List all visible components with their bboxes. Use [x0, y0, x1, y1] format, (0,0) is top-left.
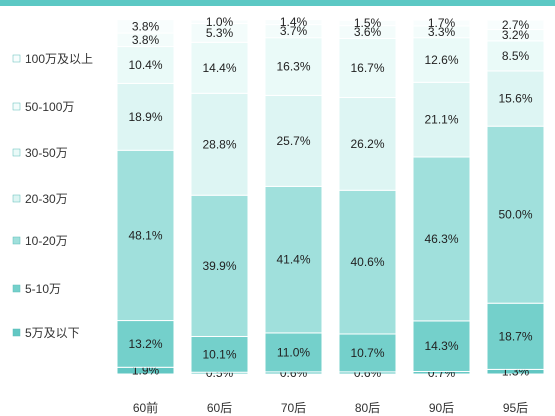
x-tick-label: 95后 [503, 401, 528, 415]
bar-segment [190, 335, 249, 373]
bar-segment [338, 37, 397, 99]
data-label: 46.3% [424, 232, 458, 246]
bars: 1.9%13.2%48.1%18.9%10.4%3.8%3.8%0.5%10.1… [116, 15, 545, 380]
data-label: 18.9% [128, 110, 162, 124]
data-label: 10.7% [350, 346, 384, 360]
bar-segment [190, 19, 249, 25]
bar-segment [116, 149, 175, 322]
legend-label: 5-10万 [25, 282, 61, 296]
bar-segment [412, 81, 471, 158]
legend-label: 5万及以下 [25, 326, 80, 340]
legend-swatch [12, 194, 21, 203]
data-label: 39.9% [202, 259, 236, 273]
bar-segment [338, 19, 397, 27]
data-label: 25.7% [276, 134, 310, 148]
data-label: 8.5% [502, 49, 530, 63]
bar-segment [486, 40, 545, 72]
bar-segment [264, 94, 323, 187]
bar-segment [116, 46, 175, 84]
data-label: 1.7% [428, 16, 456, 30]
legend-label: 100万及以上 [25, 52, 93, 66]
bar-segment [412, 320, 471, 373]
bar-segment [486, 125, 545, 304]
x-tick-label: 60前 [133, 400, 158, 415]
legend: 100万及以上 50-100万 30-50万 20-30万 10-20万 5-10万 5万及… [12, 52, 93, 340]
legend-label: 30-50万 [25, 146, 68, 160]
data-label: 21.1% [424, 113, 458, 127]
bar-segment [116, 19, 175, 34]
legend-label: 20-30万 [25, 192, 68, 206]
x-axis: 60前 60后 70后 80后 90后 95后 [133, 400, 528, 415]
data-label: 2.7% [502, 18, 530, 32]
data-label: 10.4% [128, 58, 162, 72]
x-tick-label: 70后 [281, 401, 306, 415]
bar-segment [338, 333, 397, 373]
x-tick-label: 60后 [207, 401, 232, 415]
x-tick-label: 80后 [355, 401, 380, 415]
legend-swatch [12, 54, 21, 63]
bar-segment [116, 82, 175, 151]
bar-segment [338, 189, 397, 335]
legend-swatch [12, 102, 21, 111]
bar-segment [190, 41, 249, 94]
legend-label: 50-100万 [25, 100, 74, 114]
data-label: 15.6% [498, 92, 532, 106]
legend-swatch [12, 284, 21, 293]
data-label: 41.4% [276, 253, 310, 267]
bar-segment [264, 37, 323, 96]
data-label: 13.2% [128, 337, 162, 351]
data-label: 3.2% [502, 28, 530, 42]
x-tick-label: 90后 [429, 401, 454, 415]
bar-segment [190, 92, 249, 196]
bar-segment [338, 97, 397, 191]
legend-label: 10-20万 [25, 234, 68, 248]
bar-segment [190, 194, 249, 337]
legend-swatch [12, 236, 21, 245]
bar-segment [264, 185, 323, 334]
data-label: 1.4% [280, 15, 308, 29]
data-label: 11.0% [277, 345, 310, 359]
data-label: 3.8% [132, 33, 160, 47]
bar-segment [412, 19, 471, 27]
data-label: 3.6% [354, 25, 382, 39]
data-label: 3.8% [132, 19, 160, 33]
data-label: 48.1% [128, 228, 162, 242]
data-label: 1.5% [354, 16, 382, 30]
data-label: 3.3% [428, 25, 456, 39]
data-label: 14.3% [424, 339, 458, 353]
legend-swatch [12, 328, 21, 337]
data-label: 3.7% [280, 24, 308, 38]
top-accent-bar [0, 0, 555, 6]
data-label: 26.2% [350, 137, 384, 151]
data-label: 16.7% [350, 61, 384, 75]
data-label: 14.4% [202, 61, 236, 75]
data-label: 40.6% [350, 255, 384, 269]
legend-swatch [12, 148, 21, 157]
data-label: 12.6% [424, 53, 458, 67]
bar-segment [486, 19, 545, 31]
data-label: 1.0% [206, 15, 234, 29]
data-label: 5.3% [206, 26, 234, 40]
bar-segment [264, 332, 323, 373]
bar-segment [412, 37, 471, 83]
data-label: 16.3% [276, 60, 310, 74]
data-label: 18.7% [498, 329, 532, 343]
data-label: 28.8% [202, 137, 236, 151]
bar-segment [264, 19, 323, 26]
data-label: 50.0% [498, 208, 532, 222]
data-label: 10.1% [202, 347, 236, 361]
bar-segment [116, 320, 175, 368]
